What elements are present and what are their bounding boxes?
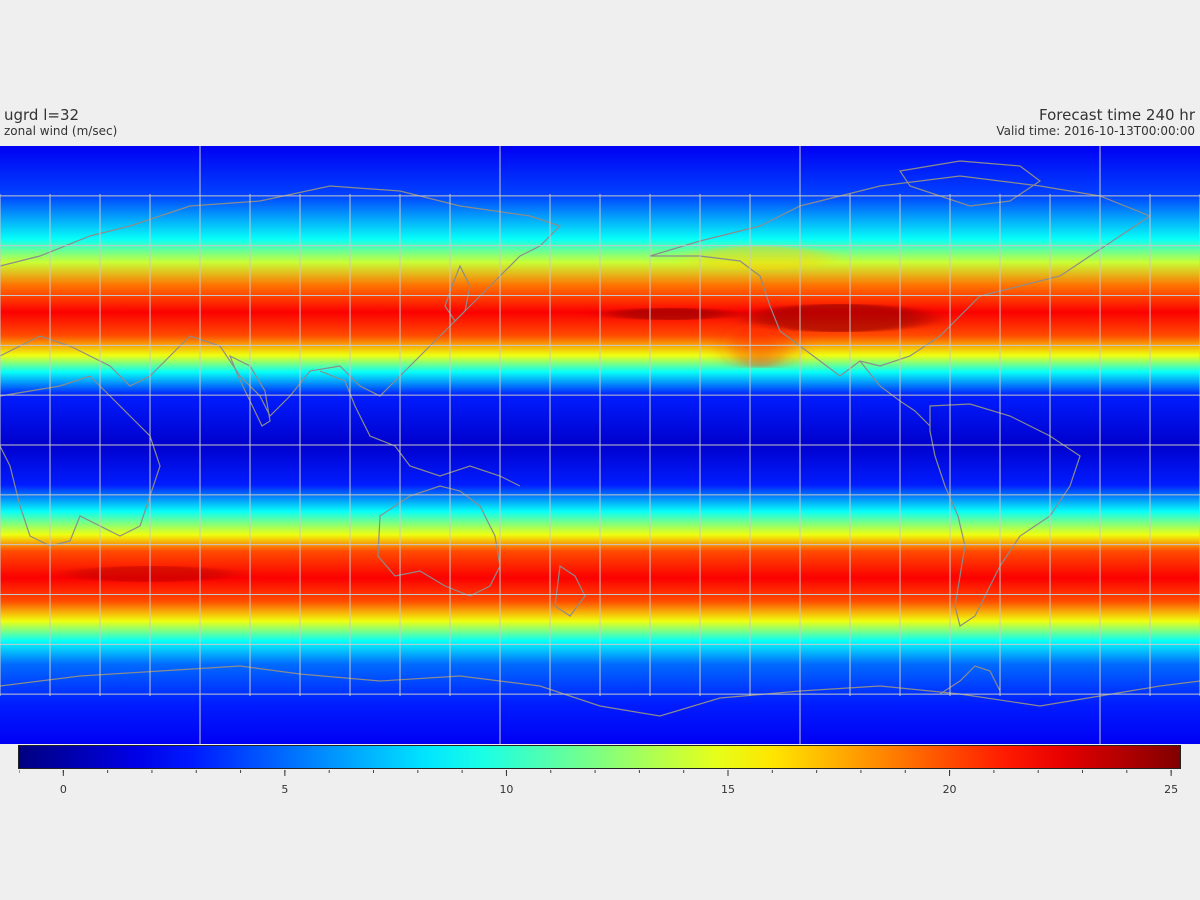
lat-lon-grid [0,146,1200,744]
coast-africa [0,375,161,547]
coast-antarctic-peninsula [939,665,1001,695]
coast-north-america [649,175,1152,377]
coast-india [228,354,271,427]
coast-europe-asia [0,185,562,418]
coastlines [0,160,1200,717]
forecast-time: Forecast time 240 hr [1039,106,1195,124]
coast-greenland [898,160,1042,207]
valid-time: Valid time: 2016-10-13T00:00:00 [996,124,1195,138]
variable-title: ugrd l=32 [4,106,80,124]
wind-map[interactable] [0,146,1200,744]
coast-antarctica [0,665,1200,717]
coast-new-zealand [554,564,586,617]
colorbar-tick-label: 0 [60,783,67,796]
colorbar-tick-label: 5 [281,783,288,796]
forecast-title-block: Forecast time 240 hr Valid time: 2016-10… [996,106,1195,139]
coast-south-america [929,403,1081,627]
coast-japan [444,264,471,322]
variable-subtitle: zonal wind (m/sec) [4,124,118,138]
colorbar-tick-label: 20 [943,783,957,796]
colorbar-tick-label: 25 [1164,783,1178,796]
colorbar-axis: 0 5 10 15 20 25 [19,770,1178,796]
colorbar-tick-label: 15 [721,783,735,796]
colorbar [18,745,1181,769]
coast-australia [377,485,501,597]
colorbar-tick-label: 10 [499,783,513,796]
map-canvas [0,146,1200,744]
variable-title-block: ugrd l=32 zonal wind (m/sec) [4,106,117,139]
